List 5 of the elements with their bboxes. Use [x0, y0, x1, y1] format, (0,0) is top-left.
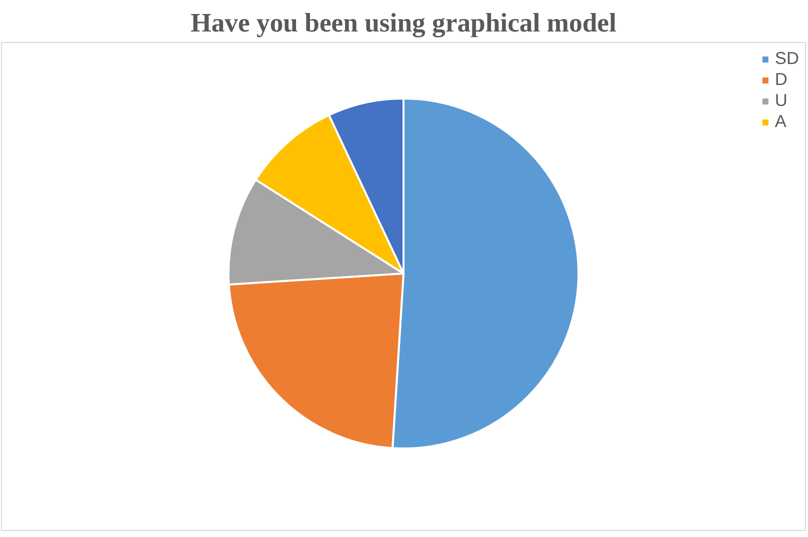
legend-label: D [774, 69, 788, 90]
legend-label: A [774, 111, 788, 132]
chart-title: Have you been using graphical model [190, 8, 616, 38]
legend-label: U [774, 90, 788, 111]
legend-label: SD [774, 48, 799, 69]
